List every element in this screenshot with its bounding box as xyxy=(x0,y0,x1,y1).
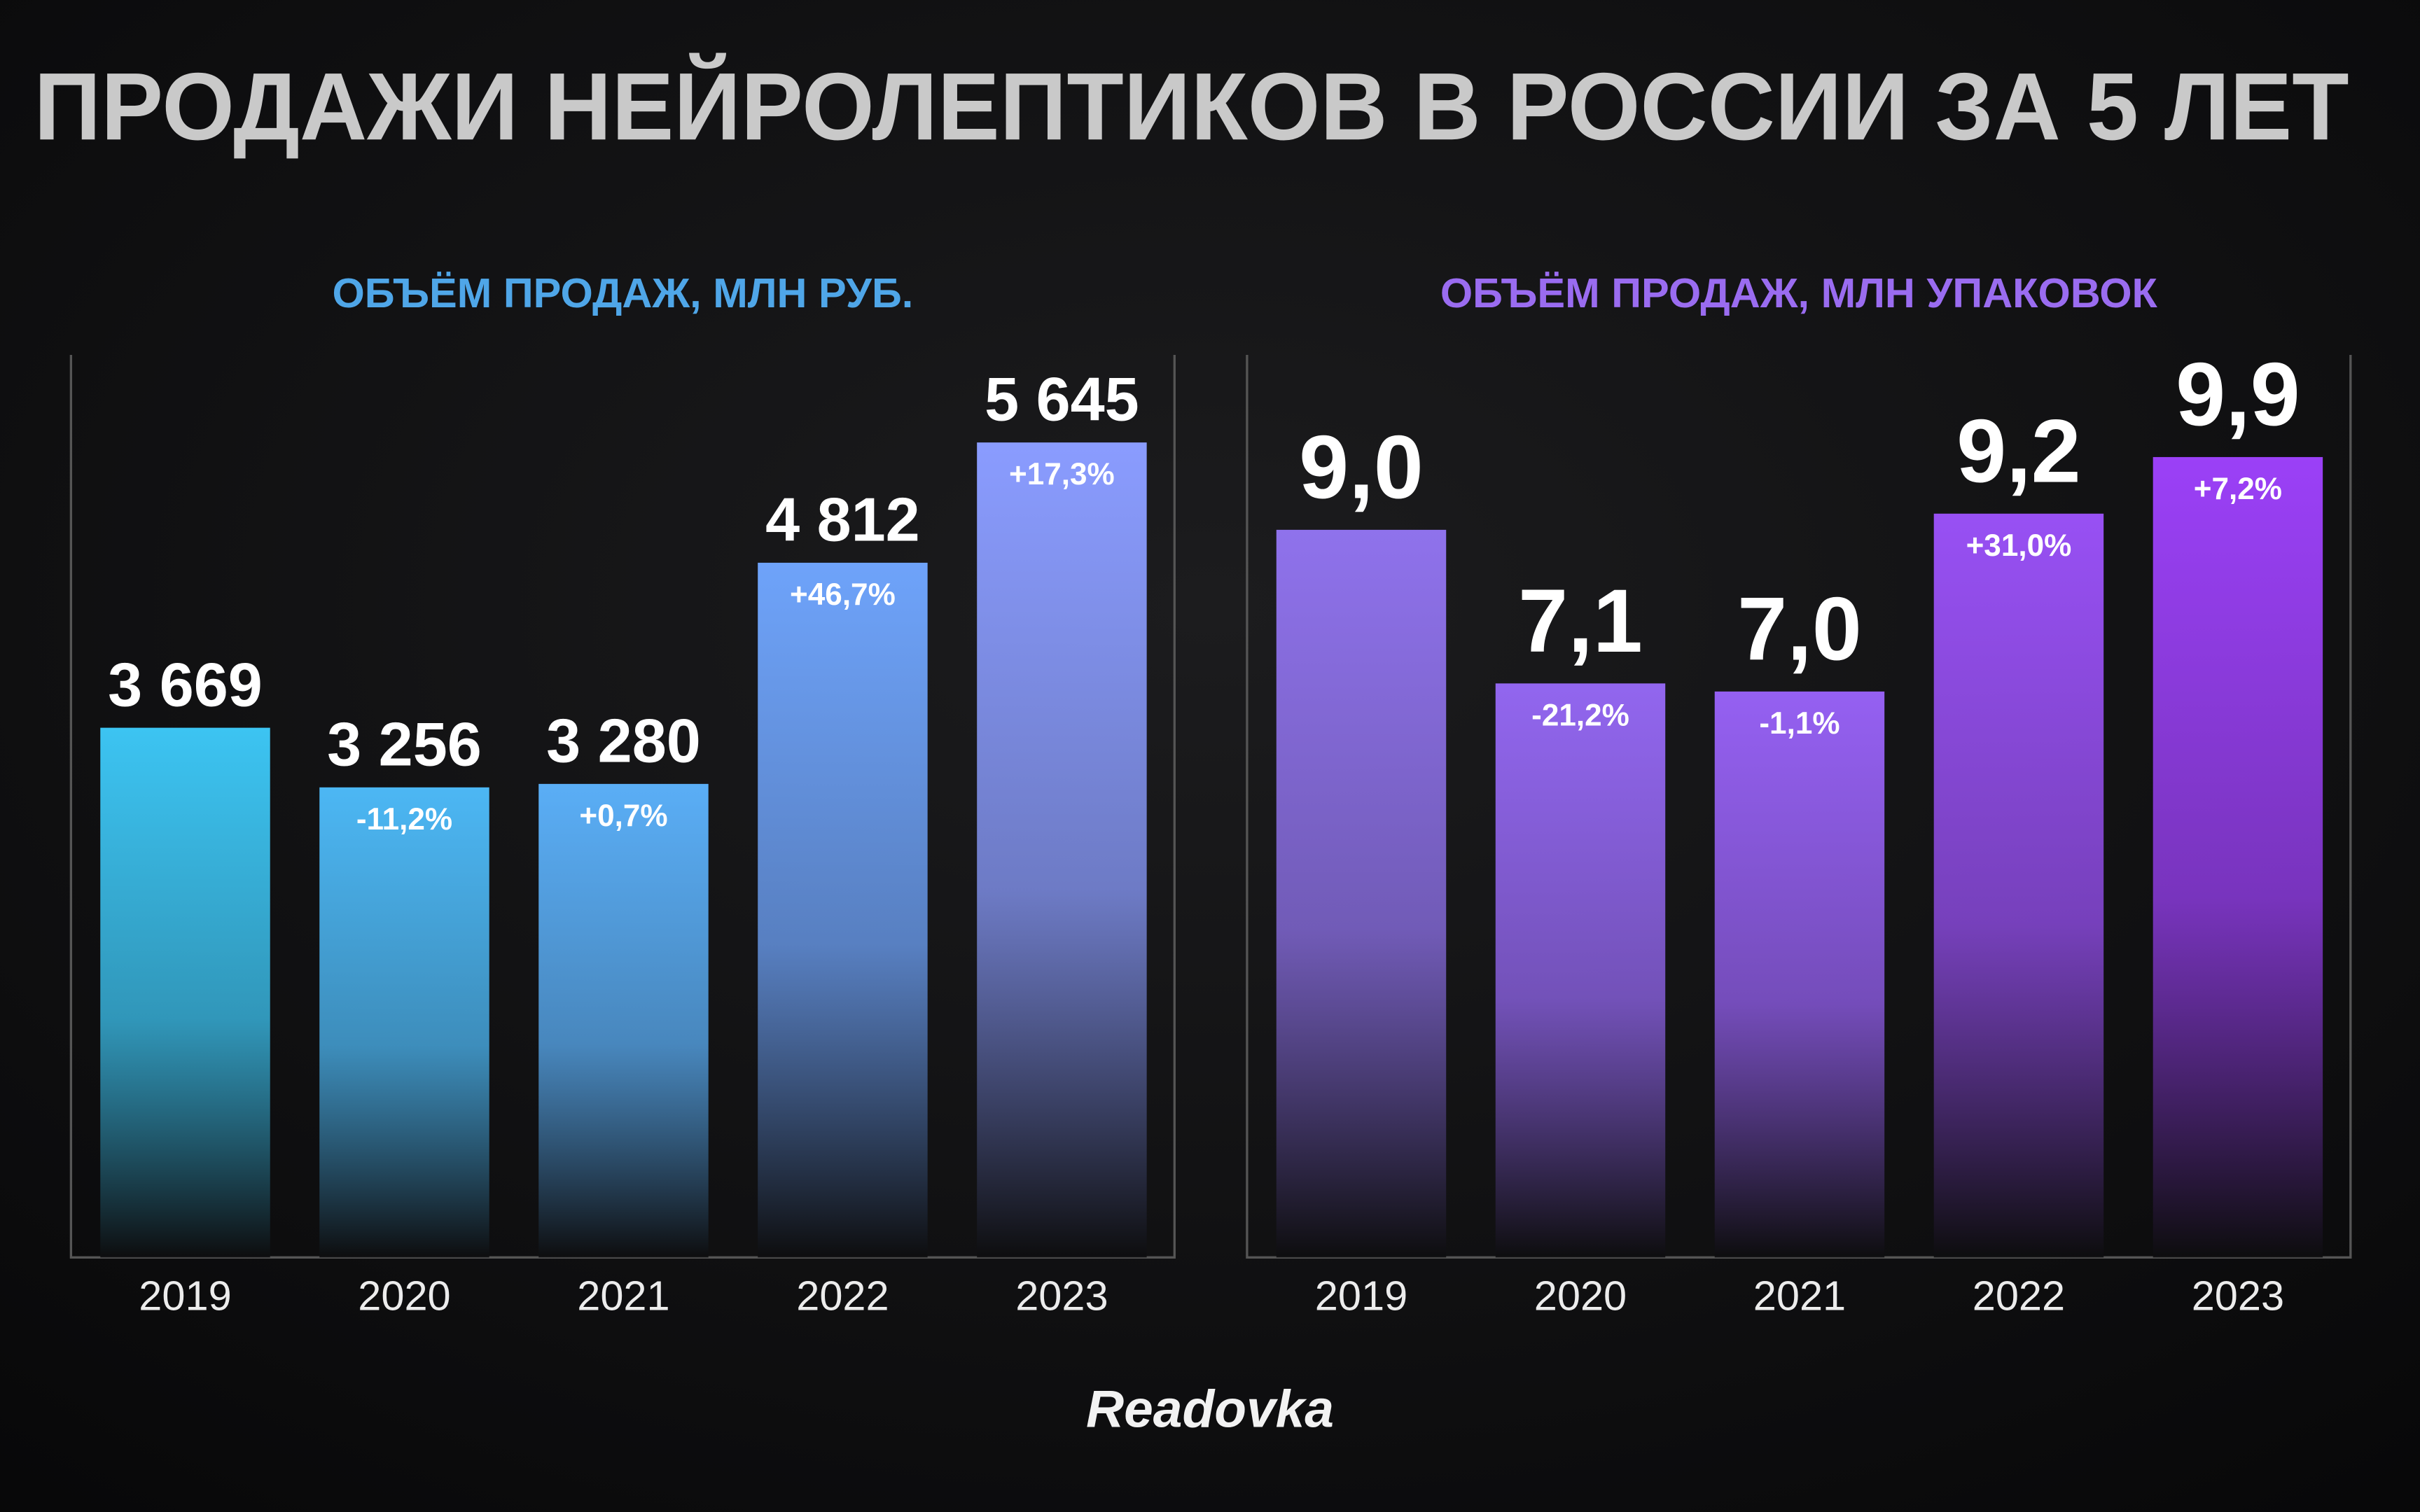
value-label: 3 280 xyxy=(546,706,701,775)
value-label: 3 256 xyxy=(327,709,482,778)
value-label: 9,2 xyxy=(1956,401,2081,501)
bar xyxy=(538,783,709,1258)
x-tick-label: 2020 xyxy=(358,1273,450,1320)
x-tick-label: 2023 xyxy=(1015,1273,1108,1320)
change-label: +7,2% xyxy=(2194,472,2282,506)
x-tick-label: 2019 xyxy=(139,1273,231,1320)
value-label: 4 812 xyxy=(765,485,920,554)
chart-title: ОБЪЁМ ПРОДАЖ, МЛН РУБ. xyxy=(332,270,913,316)
x-tick-label: 2019 xyxy=(1315,1273,1407,1320)
page-title: ПРОДАЖИ НЕЙРОЛЕПТИКОВ В РОССИИ ЗА 5 ЛЕТ xyxy=(34,52,2349,160)
bar xyxy=(977,442,1147,1258)
bar xyxy=(2153,456,2323,1258)
change-label: -1,1% xyxy=(1759,706,1840,741)
bar xyxy=(758,562,928,1258)
value-label: 3 669 xyxy=(108,650,263,719)
value-label: 7,0 xyxy=(1737,579,1862,679)
chart-title: ОБЪЁМ ПРОДАЖ, МЛН УПАКОВОК xyxy=(1440,270,2158,316)
bar xyxy=(1933,513,2104,1258)
change-label: -11,2% xyxy=(356,802,452,836)
bar xyxy=(319,787,489,1258)
logo: Readovka xyxy=(1086,1380,1334,1438)
value-label: 9,0 xyxy=(1299,417,1424,517)
bar xyxy=(1714,691,1885,1258)
x-tick-label: 2021 xyxy=(577,1273,669,1320)
bar xyxy=(100,727,270,1258)
value-label: 9,9 xyxy=(2176,344,2300,444)
x-tick-label: 2022 xyxy=(1973,1273,2065,1320)
change-label: +46,7% xyxy=(790,578,896,612)
change-label: +0,7% xyxy=(579,799,667,833)
bar xyxy=(1495,683,1666,1258)
value-label: 5 645 xyxy=(985,365,1139,434)
bar xyxy=(1276,529,1447,1258)
change-label: +31,0% xyxy=(1966,528,2072,563)
x-tick-label: 2023 xyxy=(2192,1273,2284,1320)
change-label: +17,3% xyxy=(1009,457,1115,491)
x-tick-label: 2022 xyxy=(796,1273,889,1320)
change-label: -21,2% xyxy=(1531,698,1629,732)
x-tick-label: 2020 xyxy=(1534,1273,1627,1320)
x-tick-label: 2021 xyxy=(1753,1273,1846,1320)
value-label: 7,1 xyxy=(1518,571,1643,671)
